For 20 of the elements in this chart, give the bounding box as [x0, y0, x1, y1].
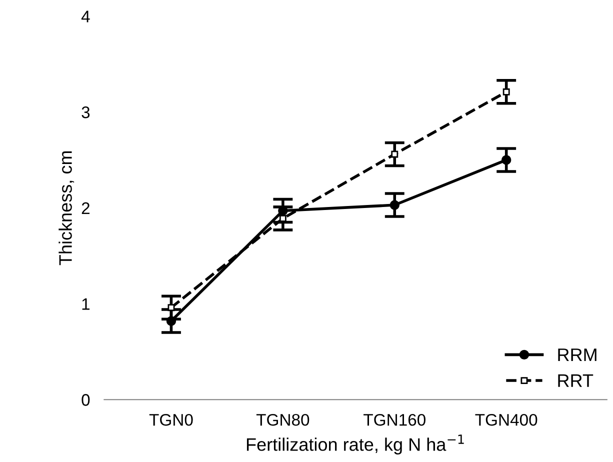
y-tick-label: 2: [82, 202, 90, 214]
point: [168, 304, 175, 312]
x-tick-label: TGN0: [149, 414, 193, 426]
point: [391, 150, 398, 158]
legend-label: RRM: [558, 348, 596, 361]
x-tick-label: TGN400: [475, 414, 538, 426]
x-axis-title: Fertilization rate, kg N ha$^{−1}$: [246, 434, 464, 454]
point: [390, 200, 400, 210]
y-tick-label: 4: [81, 10, 90, 22]
x-tick-label: TGN80: [256, 414, 310, 426]
point: [166, 316, 176, 326]
y-tick-label: 3: [82, 106, 90, 118]
y-tick-label: 0: [82, 394, 90, 406]
y-axis-title: Thickness, cm: [58, 151, 74, 266]
point: [501, 155, 512, 165]
legend-label: RRT: [558, 374, 594, 387]
point: [279, 214, 286, 222]
y-tick-label: 1: [82, 298, 90, 310]
point: [502, 88, 510, 96]
x-tick-label: TGN160: [364, 414, 426, 426]
